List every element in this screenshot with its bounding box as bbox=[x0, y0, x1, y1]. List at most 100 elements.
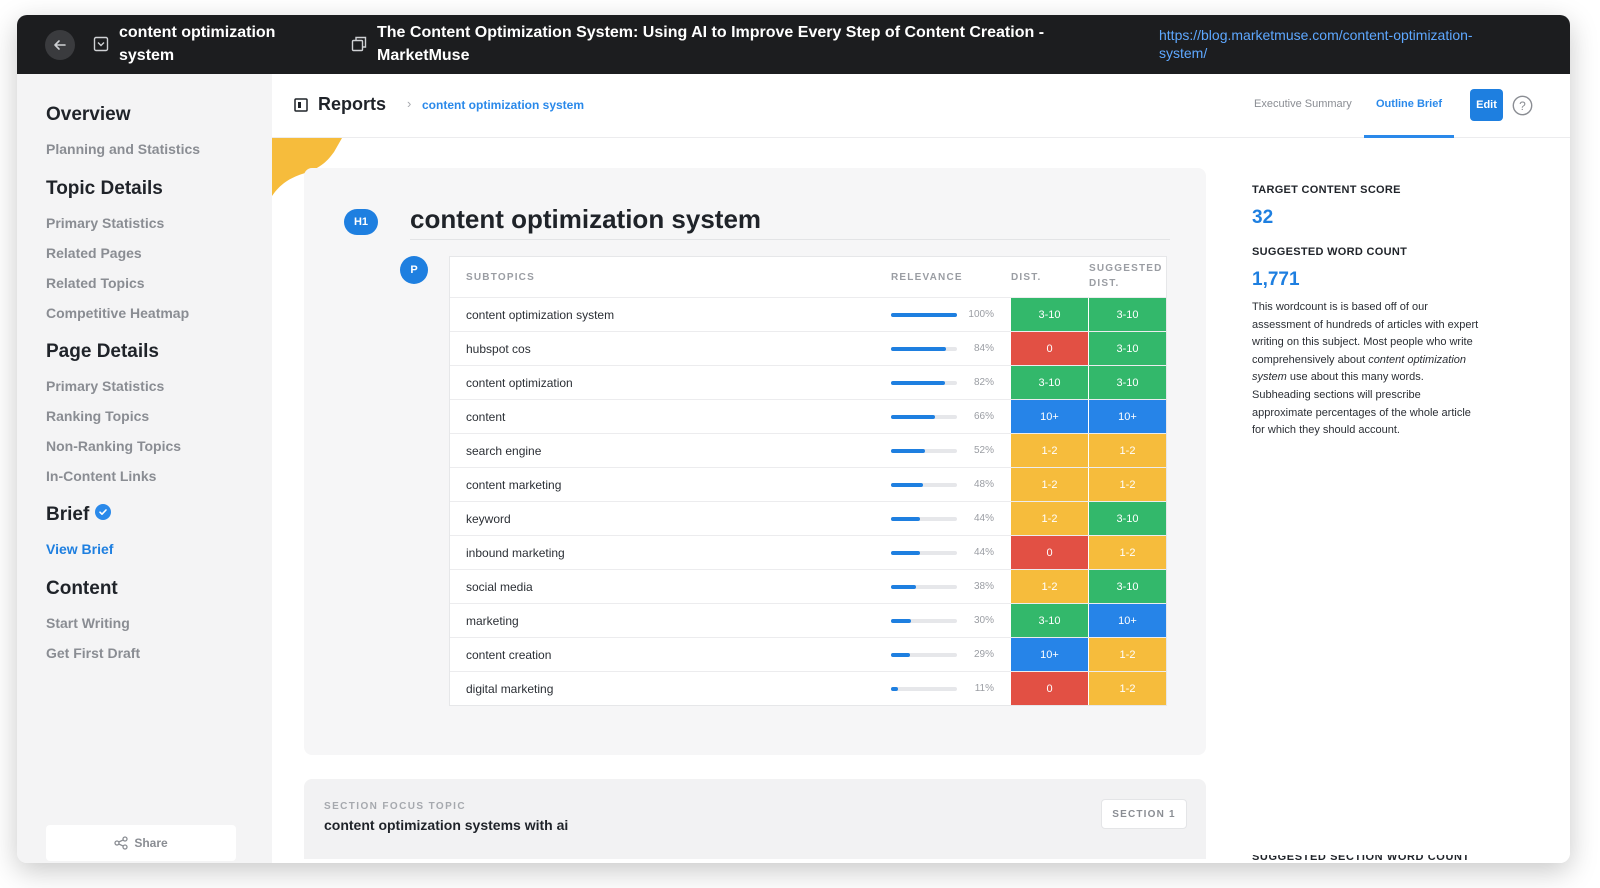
help-icon[interactable]: ? bbox=[1512, 95, 1533, 116]
sidebar-item-get-first-draft[interactable]: Get First Draft bbox=[46, 645, 141, 661]
sidebar-item-start-writing[interactable]: Start Writing bbox=[46, 615, 130, 631]
dist-cell: 1-2 bbox=[1011, 502, 1088, 535]
relevance-bar bbox=[891, 313, 957, 317]
subtopic-name: keyword bbox=[466, 512, 511, 526]
paragraph-badge: P bbox=[400, 256, 428, 284]
share-icon bbox=[114, 836, 128, 850]
svg-text:?: ? bbox=[1519, 99, 1526, 113]
sidebar-item-planning-and-statistics[interactable]: Planning and Statistics bbox=[46, 141, 201, 157]
reports-nav[interactable]: Reports bbox=[294, 94, 386, 115]
page-url-link[interactable]: https://blog.marketmuse.com/content-opti… bbox=[1159, 27, 1473, 61]
relevance-bar-fill bbox=[891, 415, 935, 419]
verified-check-icon bbox=[95, 504, 112, 520]
relevance-percent: 38% bbox=[973, 581, 994, 592]
dist-cell: 3-10 bbox=[1011, 604, 1088, 637]
relevance-bar-fill bbox=[891, 551, 921, 555]
table-row: inbound marketing 44% 0 1-2 bbox=[450, 535, 1166, 569]
breadcrumb-current[interactable]: content optimization system bbox=[422, 98, 585, 112]
h1-badge: H1 bbox=[344, 209, 378, 235]
sidebar-heading-topic-details: Topic Details bbox=[46, 178, 163, 199]
relevance-percent: 48% bbox=[973, 479, 994, 490]
page-title: The Content Optimization System: Using A… bbox=[377, 24, 1045, 64]
dist-cell: 0 bbox=[1011, 332, 1088, 365]
relevance-percent: 66% bbox=[973, 411, 994, 422]
sidebar-item-competitive-heatmap[interactable]: Competitive Heatmap bbox=[46, 305, 190, 321]
sidebar-item-page-primary-statistics[interactable]: Primary Statistics bbox=[46, 378, 165, 394]
share-label: Share bbox=[134, 836, 168, 850]
report-icon bbox=[93, 36, 109, 52]
sidebar-item-ranking-topics[interactable]: Ranking Topics bbox=[46, 408, 150, 424]
suggested-dist-cell: 1-2 bbox=[1089, 638, 1166, 671]
dist-cell: 3-10 bbox=[1011, 366, 1088, 399]
suggested-dist-cell: 3-10 bbox=[1089, 570, 1166, 603]
dist-cell: 0 bbox=[1011, 672, 1088, 705]
relevance-bar bbox=[891, 619, 957, 623]
relevance-bar-fill bbox=[891, 483, 923, 487]
edit-button[interactable]: Edit bbox=[1470, 89, 1503, 121]
relevance-bar-fill bbox=[891, 653, 911, 657]
table-row: hubspot cos 84% 0 3-10 bbox=[450, 331, 1166, 365]
relevance-percent: 82% bbox=[973, 377, 994, 388]
tab-outline-brief[interactable]: Outline Brief bbox=[1376, 98, 1443, 110]
sidebar: Overview Planning and Statistics Topic D… bbox=[17, 74, 272, 863]
table-header: SUBTOPICS RELEVANCE DIST. SUGGESTED DIST… bbox=[450, 257, 1166, 297]
back-button[interactable] bbox=[45, 30, 75, 60]
share-button[interactable]: Share bbox=[46, 825, 236, 861]
relevance-bar-fill bbox=[891, 347, 947, 351]
column-dist: DIST. bbox=[1011, 272, 1042, 283]
suggested-dist-cell: 1-2 bbox=[1089, 434, 1166, 467]
main-area: Reports › content optimization system Ex… bbox=[272, 74, 1570, 863]
suggested-dist-cell: 3-10 bbox=[1089, 502, 1166, 535]
relevance-bar-fill bbox=[891, 449, 926, 453]
table-row: content 66% 10+ 10+ bbox=[450, 399, 1166, 433]
subtopic-name: content bbox=[466, 410, 506, 424]
description-text-start: This wordcount is is based off of our as… bbox=[1252, 301, 1479, 366]
relevance-bar-fill bbox=[891, 687, 899, 691]
sidebar-item-in-content-links[interactable]: In-Content Links bbox=[46, 468, 157, 484]
reports-label: Reports bbox=[318, 94, 387, 114]
sidebar-item-related-pages[interactable]: Related Pages bbox=[46, 245, 142, 261]
arrow-left-icon bbox=[54, 40, 66, 50]
suggested-dist-cell: 3-10 bbox=[1089, 366, 1166, 399]
suggested-dist-cell: 1-2 bbox=[1089, 468, 1166, 501]
relevance-bar bbox=[891, 517, 957, 521]
cut-off-label-text: SUGGESTED SECTION WORD COUNT bbox=[1252, 855, 1470, 863]
target-content-score-value: 32 bbox=[1252, 207, 1274, 228]
sidebar-heading-content: Content bbox=[46, 578, 118, 599]
dist-cell: 0 bbox=[1011, 536, 1088, 569]
sidebar-item-topic-primary-statistics[interactable]: Primary Statistics bbox=[46, 215, 165, 231]
tab-executive-summary[interactable]: Executive Summary bbox=[1254, 98, 1352, 110]
relevance-percent: 11% bbox=[974, 683, 994, 694]
relevance-bar bbox=[891, 449, 957, 453]
description-topic: content optimization system bbox=[1252, 353, 1467, 384]
dist-cell: 10+ bbox=[1011, 638, 1088, 671]
suggested-word-count-label: SUGGESTED WORD COUNT bbox=[1252, 246, 1408, 258]
column-suggested-dist: SUGGESTED DIST. bbox=[1089, 263, 1163, 289]
sidebar-heading-brief: Brief bbox=[46, 504, 112, 526]
column-subtopics: SUBTOPICS bbox=[466, 272, 535, 283]
table-row: content marketing 48% 1-2 1-2 bbox=[450, 467, 1166, 501]
relevance-bar-fill bbox=[891, 313, 957, 317]
suggested-dist-cell: 1-2 bbox=[1089, 536, 1166, 569]
table-row: search engine 52% 1-2 1-2 bbox=[450, 433, 1166, 467]
relevance-bar bbox=[891, 551, 957, 555]
section-number-button[interactable]: SECTION 1 bbox=[1101, 799, 1187, 829]
relevance-bar bbox=[891, 415, 957, 419]
sidebar-item-related-topics[interactable]: Related Topics bbox=[46, 275, 145, 291]
relevance-percent: 44% bbox=[973, 547, 994, 558]
dist-cell: 10+ bbox=[1011, 400, 1088, 433]
relevance-percent: 30% bbox=[973, 615, 994, 626]
section-focus-card: SECTION FOCUS TOPIC content optimization… bbox=[304, 779, 1206, 859]
subtopic-name: digital marketing bbox=[466, 682, 554, 696]
sidebar-item-non-ranking-topics[interactable]: Non-Ranking Topics bbox=[46, 438, 182, 454]
reports-icon bbox=[294, 97, 308, 112]
sidebar-heading-overview: Overview bbox=[46, 104, 131, 125]
sidebar-item-view-brief[interactable]: View Brief bbox=[46, 541, 114, 557]
dist-cell: 1-2 bbox=[1011, 434, 1088, 467]
subtopics-table: SUBTOPICS RELEVANCE DIST. SUGGESTED DIST… bbox=[449, 256, 1167, 706]
suggested-dist-cell: 3-10 bbox=[1089, 332, 1166, 365]
relevance-bar-fill bbox=[891, 381, 946, 385]
outline-card: H1 content optimization system P SUBTOPI… bbox=[304, 168, 1206, 755]
subtopic-name: marketing bbox=[466, 614, 519, 628]
word-count-description: This wordcount is is based off of our as… bbox=[1252, 299, 1484, 440]
